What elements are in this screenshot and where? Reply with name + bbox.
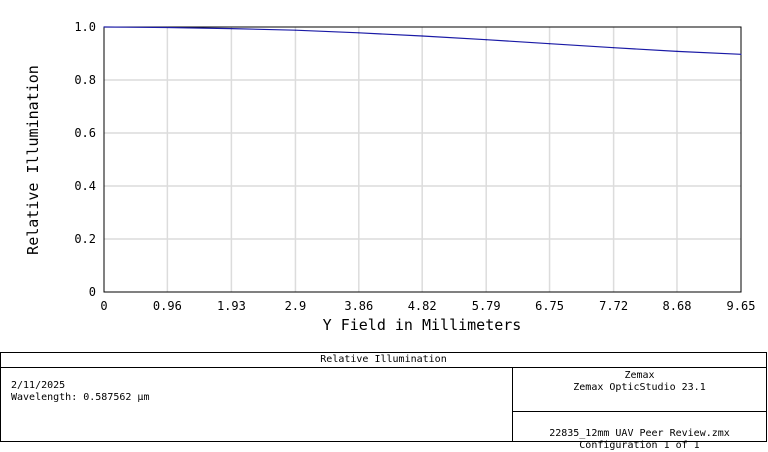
series-layer xyxy=(103,26,742,55)
data-point xyxy=(548,43,551,45)
plot-frame xyxy=(103,26,742,293)
footer-date: 2/11/2025 xyxy=(11,380,66,391)
x-tick-label: 0 xyxy=(100,299,107,313)
footer-wavelength: Wavelength: 0.587562 µm xyxy=(11,392,150,403)
data-point xyxy=(421,35,423,37)
data-point xyxy=(230,27,232,30)
y-tick-label: 0.2 xyxy=(74,232,96,246)
x-tick-label: 2.9 xyxy=(285,299,307,313)
footer-title: Relative Illumination xyxy=(1,353,766,368)
footer-product-box: Zemax Zemax OpticStudio 23.1 xyxy=(513,368,766,412)
vertical-gridlines xyxy=(166,27,678,292)
y-axis-label: Relative Illumination xyxy=(24,65,42,255)
data-point xyxy=(740,53,742,55)
footer-file-box: 22835_12mm UAV Peer Review.zmx Configura… xyxy=(513,412,766,451)
relative-illumination-chart: 0 0.96 1.93 2.9 3.86 4.82 5.79 6.75 7.72 8.68 9.65… xyxy=(24,20,755,334)
x-tick-label: 8.68 xyxy=(663,299,692,313)
x-tick-label: 7.72 xyxy=(599,299,628,313)
x-tick-label: 1.93 xyxy=(217,299,246,313)
y-tick-label: 1.0 xyxy=(74,20,96,34)
y-tick-label: 0 xyxy=(89,285,96,299)
footer-info: 2/11/2025 Wavelength: 0.587562 µm xyxy=(11,380,149,404)
footer-configuration: Configuration 1 of 1 xyxy=(579,440,700,451)
x-tick-labels: 0 0.96 1.93 2.9 3.86 4.82 5.79 6.75 7.72 8.68 9.65 xyxy=(100,299,755,313)
y-tick-labels: 0 0.2 0.4 0.6 0.8 1.0 xyxy=(74,20,96,299)
x-tick-label: 4.82 xyxy=(408,299,437,313)
data-point xyxy=(613,47,615,49)
footer-right-panel: Zemax Zemax OpticStudio 23.1 22835_12mm … xyxy=(512,368,766,451)
horizontal-gridlines xyxy=(104,79,741,240)
data-point xyxy=(676,50,678,52)
footer-product: Zemax OpticStudio 23.1 xyxy=(573,382,706,393)
y-tick-label: 0.6 xyxy=(74,126,96,140)
y-tick-label: 0.4 xyxy=(74,179,96,193)
footer-company: Zemax xyxy=(624,370,655,381)
data-point xyxy=(166,26,168,29)
x-tick-label: 3.86 xyxy=(344,299,373,313)
x-tick-label: 0.96 xyxy=(153,299,182,313)
footer-file: 22835_12mm UAV Peer Review.zmx xyxy=(549,428,730,439)
x-tick-label: 5.79 xyxy=(472,299,501,313)
data-point xyxy=(358,32,360,34)
y-tick-label: 0.8 xyxy=(74,73,96,87)
x-tick-label: 9.65 xyxy=(727,299,756,313)
x-axis-label: Y Field in Millimeters xyxy=(323,316,522,334)
analysis-footer: Relative Illumination 2/11/2025 Waveleng… xyxy=(0,352,767,451)
data-point xyxy=(485,39,487,41)
x-tick-label: 6.75 xyxy=(535,299,564,313)
data-point xyxy=(294,29,297,31)
data-point xyxy=(103,26,105,28)
